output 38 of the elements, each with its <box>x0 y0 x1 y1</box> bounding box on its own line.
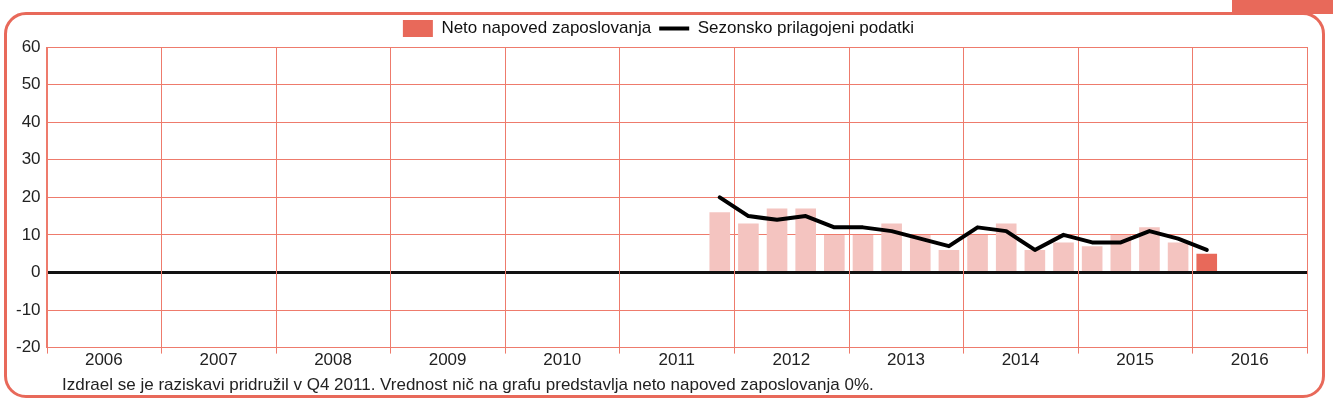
x-tick-label: 2014 <box>1001 350 1040 370</box>
text: Izdrael se je raziskavi pridružil v Q4 2011. Vrednost nič na grafu predstavlja neto napoved zaposlovanja 0%. <box>62 375 874 395</box>
bar <box>795 208 817 271</box>
bar <box>995 223 1017 271</box>
x-tick-label: 2015 <box>1116 350 1155 370</box>
bar <box>1024 249 1046 271</box>
x-tick-label: 2009 <box>428 350 467 370</box>
y-tick-label: 30 <box>21 149 41 169</box>
legend-label: Neto napoved zaposlovanja <box>441 18 652 38</box>
x-tick-label: 2012 <box>772 350 811 370</box>
bar <box>1081 246 1103 271</box>
bar <box>738 223 759 271</box>
bar <box>852 234 874 271</box>
bar <box>881 223 902 271</box>
y-tick-label: -10 <box>15 299 41 319</box>
bar <box>1053 242 1074 271</box>
legend-label: Sezonsko prilagojeni podatki <box>697 18 915 38</box>
x-tick-label: 2006 <box>84 350 123 370</box>
x-tick-label: 2007 <box>199 350 238 370</box>
x-tick-label: 2008 <box>314 350 352 370</box>
y-tick-label: 0 <box>31 262 41 282</box>
x-tick-label: 2011 <box>658 350 696 370</box>
y-tick-label: 60 <box>21 36 41 56</box>
bar <box>766 208 788 271</box>
y-tick-label: -20 <box>15 337 41 357</box>
bar <box>1196 253 1218 271</box>
y-tick-label: 10 <box>21 224 41 244</box>
y-tick-label: 20 <box>21 186 41 206</box>
bar <box>967 234 988 271</box>
y-tick-label: 40 <box>21 111 41 131</box>
x-tick-label: 2010 <box>543 350 582 370</box>
bar <box>824 234 845 271</box>
x-tick-label: 2013 <box>887 350 925 370</box>
bar <box>1167 242 1189 271</box>
bar <box>709 212 731 271</box>
bar <box>938 249 960 271</box>
x-tick-label: 2016 <box>1230 350 1269 370</box>
y-tick-label: 50 <box>21 74 41 94</box>
